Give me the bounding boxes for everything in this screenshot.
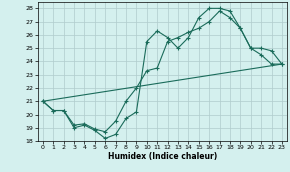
X-axis label: Humidex (Indice chaleur): Humidex (Indice chaleur) [108, 152, 217, 161]
